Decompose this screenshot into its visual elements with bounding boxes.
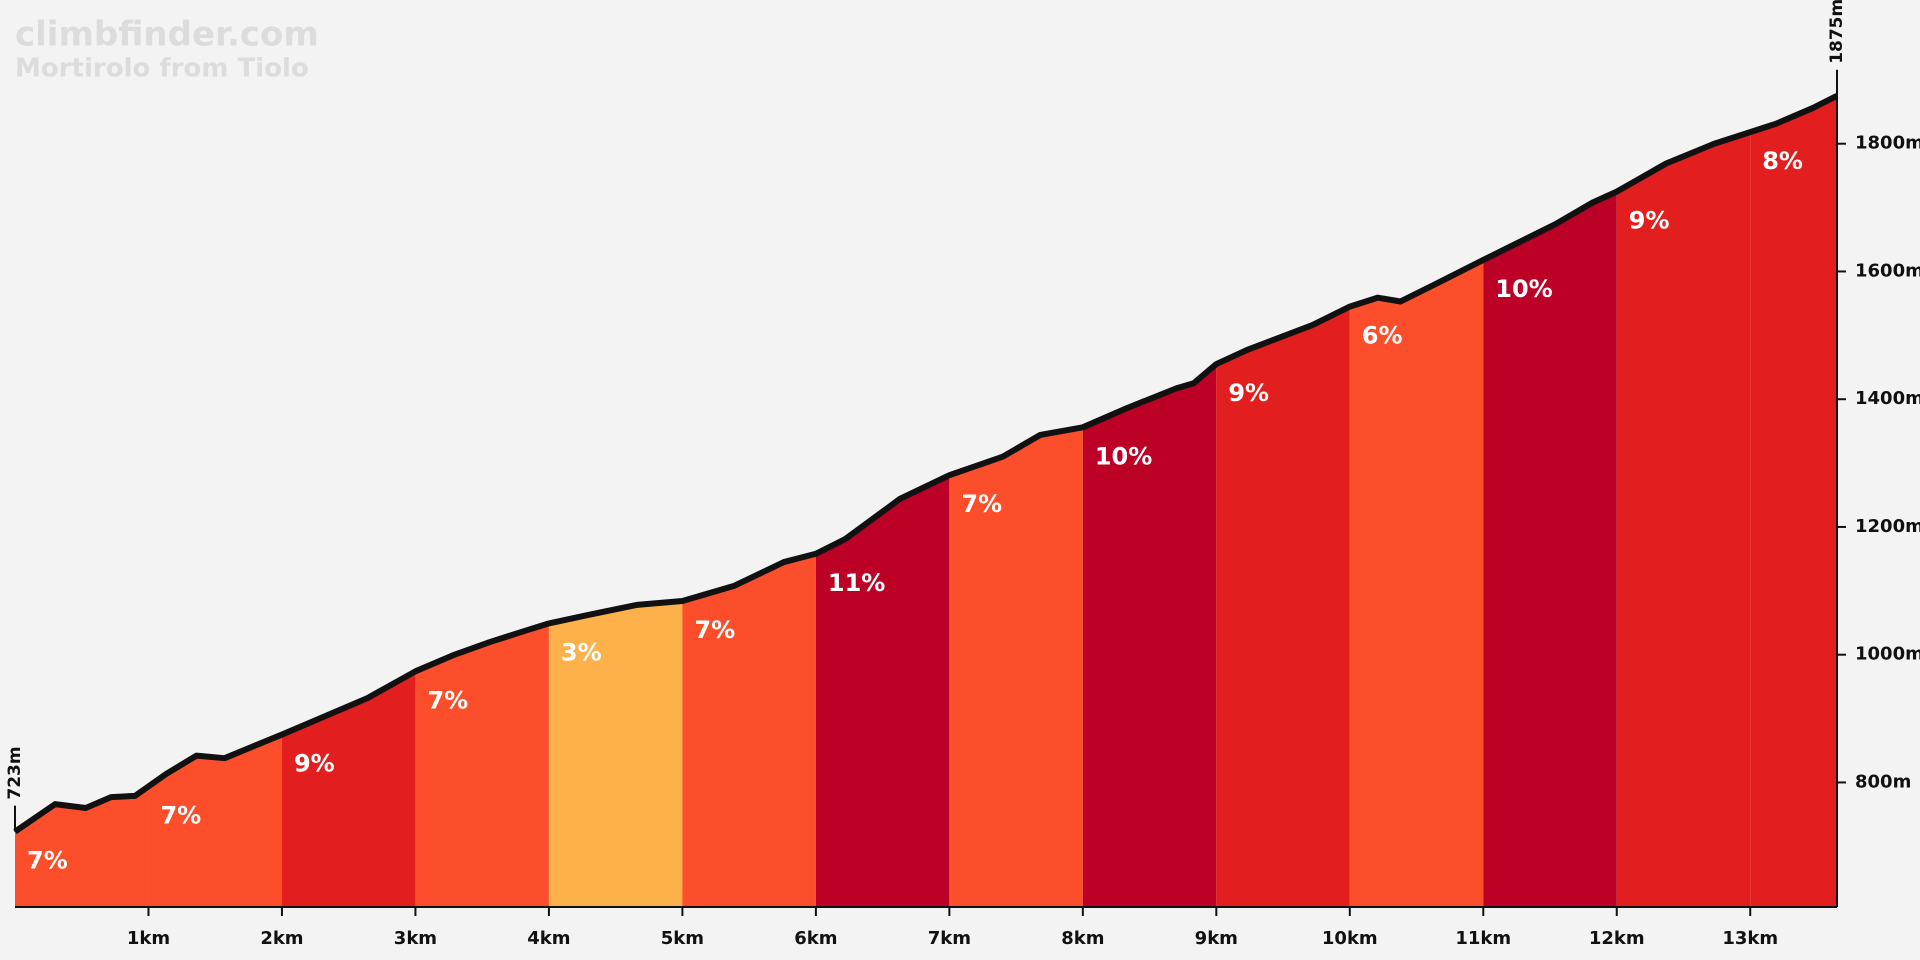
- y-tick-label: 800m: [1855, 771, 1911, 792]
- x-tick-label: 3km: [394, 928, 437, 949]
- elevation-label: 1875m: [1827, 0, 1847, 64]
- gradient-label: 7%: [160, 801, 201, 829]
- gradient-segment: [1216, 95, 1350, 907]
- x-tick-label: 2km: [260, 928, 303, 949]
- gradient-label: 9%: [294, 750, 335, 778]
- gradient-segment: [415, 95, 549, 907]
- y-tick-label: 1400m: [1855, 388, 1920, 409]
- profile-line: [13, 93, 1839, 835]
- gradient-segment: [949, 95, 1083, 907]
- gradient-label: 10%: [1495, 275, 1552, 303]
- gradient-label: 10%: [1095, 442, 1152, 470]
- y-tick-label: 1200m: [1855, 516, 1920, 537]
- x-tick-label: 12km: [1589, 928, 1645, 949]
- elevation-label: 723m: [5, 746, 25, 799]
- gradient-label: 9%: [1629, 207, 1670, 235]
- gradient-label: 7%: [961, 490, 1002, 518]
- gradient-label: 9%: [1228, 379, 1269, 407]
- gradient-segment: [1616, 95, 1751, 907]
- gradient-label: 7%: [27, 847, 68, 875]
- chart-title: climbfinder.com: [15, 15, 319, 55]
- gradient-label: 8%: [1762, 147, 1803, 175]
- gradient-segment: [15, 95, 149, 907]
- gradient-segment: [1750, 95, 1837, 907]
- gradient-segment: [548, 95, 683, 907]
- gradient-segment: [1483, 95, 1617, 907]
- chart-subtitle: Mortirolo from Tiolo: [15, 54, 309, 84]
- gradient-segment: [1349, 95, 1484, 907]
- y-tick-label: 1800m: [1855, 133, 1920, 154]
- y-tick-label: 1600m: [1855, 260, 1920, 281]
- x-tick-label: 13km: [1722, 928, 1778, 949]
- gradient-label: 6%: [1362, 322, 1403, 350]
- x-tick-label: 5km: [661, 928, 704, 949]
- gradient-label: 3%: [561, 638, 602, 666]
- x-tick-label: 11km: [1455, 928, 1511, 949]
- gradient-segment: [815, 95, 950, 907]
- x-tick-label: 4km: [527, 928, 570, 949]
- x-tick-label: 9km: [1195, 928, 1238, 949]
- x-tick-label: 10km: [1322, 928, 1378, 949]
- x-tick-label: 6km: [794, 928, 837, 949]
- x-tick-label: 7km: [928, 928, 971, 949]
- gradient-segment: [682, 95, 816, 907]
- gradient-label: 11%: [828, 569, 885, 597]
- x-tick-label: 8km: [1061, 928, 1104, 949]
- x-tick-label: 1km: [127, 928, 170, 949]
- gradient-label: 7%: [694, 616, 735, 644]
- gradient-label: 7%: [427, 686, 468, 714]
- y-tick-label: 1000m: [1855, 644, 1920, 665]
